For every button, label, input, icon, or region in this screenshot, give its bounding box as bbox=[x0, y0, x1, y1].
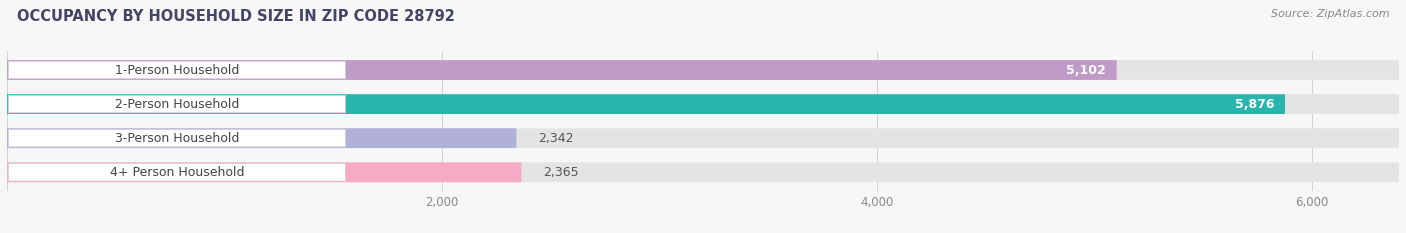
Text: 5,102: 5,102 bbox=[1066, 64, 1105, 76]
FancyBboxPatch shape bbox=[7, 128, 1399, 148]
FancyBboxPatch shape bbox=[7, 162, 522, 182]
FancyBboxPatch shape bbox=[7, 94, 1285, 114]
Text: 2,342: 2,342 bbox=[538, 132, 574, 145]
Text: 4+ Person Household: 4+ Person Household bbox=[110, 166, 245, 179]
FancyBboxPatch shape bbox=[8, 95, 346, 113]
Text: 3-Person Household: 3-Person Household bbox=[115, 132, 239, 145]
Text: 5,876: 5,876 bbox=[1234, 98, 1274, 111]
Text: 1-Person Household: 1-Person Household bbox=[115, 64, 239, 76]
Text: OCCUPANCY BY HOUSEHOLD SIZE IN ZIP CODE 28792: OCCUPANCY BY HOUSEHOLD SIZE IN ZIP CODE … bbox=[17, 9, 454, 24]
FancyBboxPatch shape bbox=[7, 128, 516, 148]
Text: Source: ZipAtlas.com: Source: ZipAtlas.com bbox=[1271, 9, 1389, 19]
FancyBboxPatch shape bbox=[8, 164, 346, 181]
FancyBboxPatch shape bbox=[7, 60, 1399, 80]
FancyBboxPatch shape bbox=[7, 162, 1399, 182]
FancyBboxPatch shape bbox=[7, 60, 1116, 80]
Text: 2,365: 2,365 bbox=[543, 166, 579, 179]
FancyBboxPatch shape bbox=[8, 130, 346, 147]
Text: 2-Person Household: 2-Person Household bbox=[115, 98, 239, 111]
FancyBboxPatch shape bbox=[8, 61, 346, 79]
FancyBboxPatch shape bbox=[7, 94, 1399, 114]
